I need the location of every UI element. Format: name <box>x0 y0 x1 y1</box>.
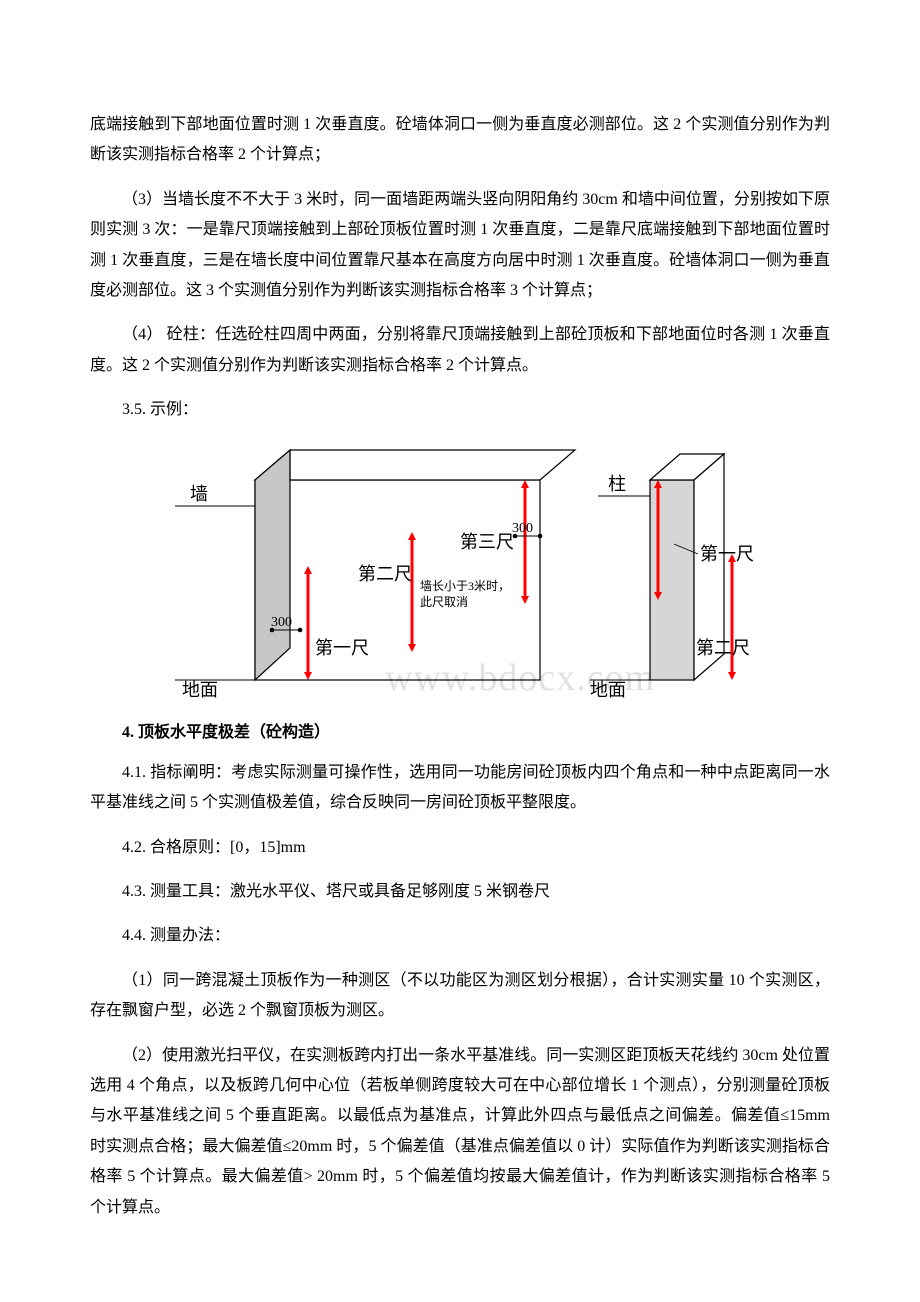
paragraph-5: 4.1. 指标阐明：考虑实际测量可操作性，选用同一功能房间砼顶板内四个角点和一种… <box>90 758 830 819</box>
label-ground-right: 地面 <box>590 680 626 700</box>
paragraph-9: （1）同一跨混凝土顶板作为一种测区（不以功能区为测区划分根据），合计实测实量 1… <box>90 966 830 1027</box>
label-dist-300-a: 300 <box>271 615 292 630</box>
label-ruler2-col: 第二尺 <box>696 638 750 658</box>
label-ruler1-left: 第一尺 <box>315 638 369 658</box>
paragraph-6: 4.2. 合格原则：[0，15]mm <box>90 833 830 863</box>
heading-4: 4. 顶板水平度极差（砼构造） <box>90 718 830 748</box>
note-line2: 此尺取消 <box>420 595 468 609</box>
label-ruler3: 第三尺 <box>460 532 514 552</box>
paragraph-8: 4.4. 测量办法： <box>90 921 830 951</box>
diagram-svg: www.bdocx.com 墙 地面 300 <box>160 440 760 700</box>
example-diagram: www.bdocx.com 墙 地面 300 <box>160 440 760 700</box>
label-ruler1-col: 第一尺 <box>700 544 754 564</box>
note-line1: 墙长小于3米时， <box>420 579 510 593</box>
label-ruler2-left: 第二尺 <box>358 564 412 584</box>
label-ground-left: 地面 <box>182 680 218 700</box>
paragraph-4: 3.5. 示例： <box>90 395 830 425</box>
document-page: 底端接触到下部地面位置时测 1 次垂直度。砼墙体洞口一侧为垂直度必测部位。这 2… <box>0 0 920 1302</box>
label-column: 柱 <box>608 474 626 494</box>
paragraph-2: （3）当墙长度不不大于 3 米时，同一面墙距两端头竖向阴阳角约 30cm 和墙中… <box>90 185 830 307</box>
paragraph-3: （4） 砼柱：任选砼柱四周中两面，分别将靠尺顶端接触到上部砼顶板和下部地面位时各… <box>90 320 830 381</box>
paragraph-1: 底端接触到下部地面位置时测 1 次垂直度。砼墙体洞口一侧为垂直度必测部位。这 2… <box>90 110 830 171</box>
label-dist-300-b: 300 <box>512 521 533 536</box>
paragraph-10: （2）使用激光扫平仪，在实测板跨内打出一条水平基准线。同一实测区距顶板天花线约 … <box>90 1041 830 1223</box>
paragraph-7: 4.3. 测量工具：激光水平仪、塔尺或具备足够刚度 5 米钢卷尺 <box>90 877 830 907</box>
label-wall: 墙 <box>190 484 208 504</box>
